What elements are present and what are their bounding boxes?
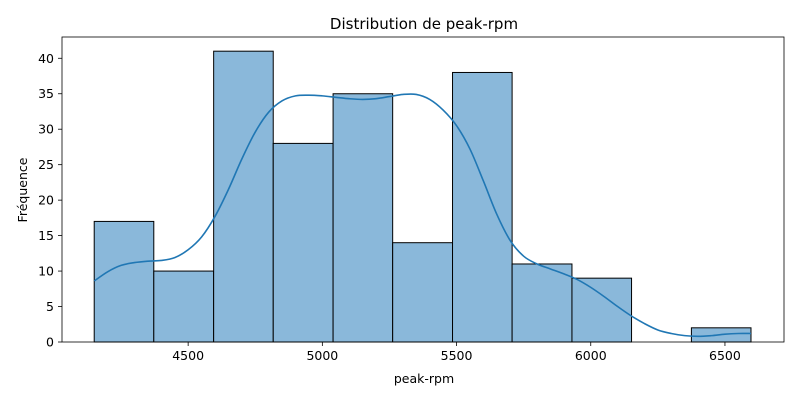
x-tick-label: 6000	[575, 348, 607, 363]
histogram-bar-6	[452, 71, 513, 343]
histogram-bar-3	[272, 142, 334, 343]
histogram-bar-5	[392, 242, 454, 343]
y-axis-label: Fréquence	[15, 157, 30, 222]
y-tick-label: 5	[46, 299, 54, 314]
y-tick-label: 0	[46, 335, 54, 350]
y-tick-label: 15	[38, 228, 54, 243]
x-tick-label: 5000	[306, 348, 338, 363]
x-tick-label: 4500	[172, 348, 204, 363]
histogram-bar-0	[93, 220, 155, 343]
y-tick-label: 35	[38, 86, 54, 101]
chart-title: Distribution de peak-rpm	[330, 15, 518, 33]
y-tick-label: 40	[38, 51, 54, 66]
histogram-bar-2	[213, 50, 274, 343]
histogram-bar-4	[332, 93, 394, 343]
y-tick-label: 25	[38, 157, 54, 172]
x-axis-label: peak-rpm	[394, 371, 454, 386]
x-tick-label: 6500	[709, 348, 741, 363]
bars-layer	[93, 50, 752, 343]
x-ticks: 4500 5000 5500 6000 6500	[172, 342, 741, 363]
y-tick-label: 30	[38, 122, 54, 137]
histogram-bar-1	[153, 270, 215, 343]
y-ticks: 0 5 10 15 20 25 30 35 40	[38, 51, 62, 350]
x-tick-label: 5500	[441, 348, 473, 363]
histogram-bar-7	[511, 263, 573, 343]
y-tick-label: 10	[38, 264, 54, 279]
kde-curve	[93, 93, 751, 338]
kde-layer	[93, 93, 751, 338]
axes-frame	[61, 36, 785, 343]
y-tick-label: 20	[38, 193, 54, 208]
